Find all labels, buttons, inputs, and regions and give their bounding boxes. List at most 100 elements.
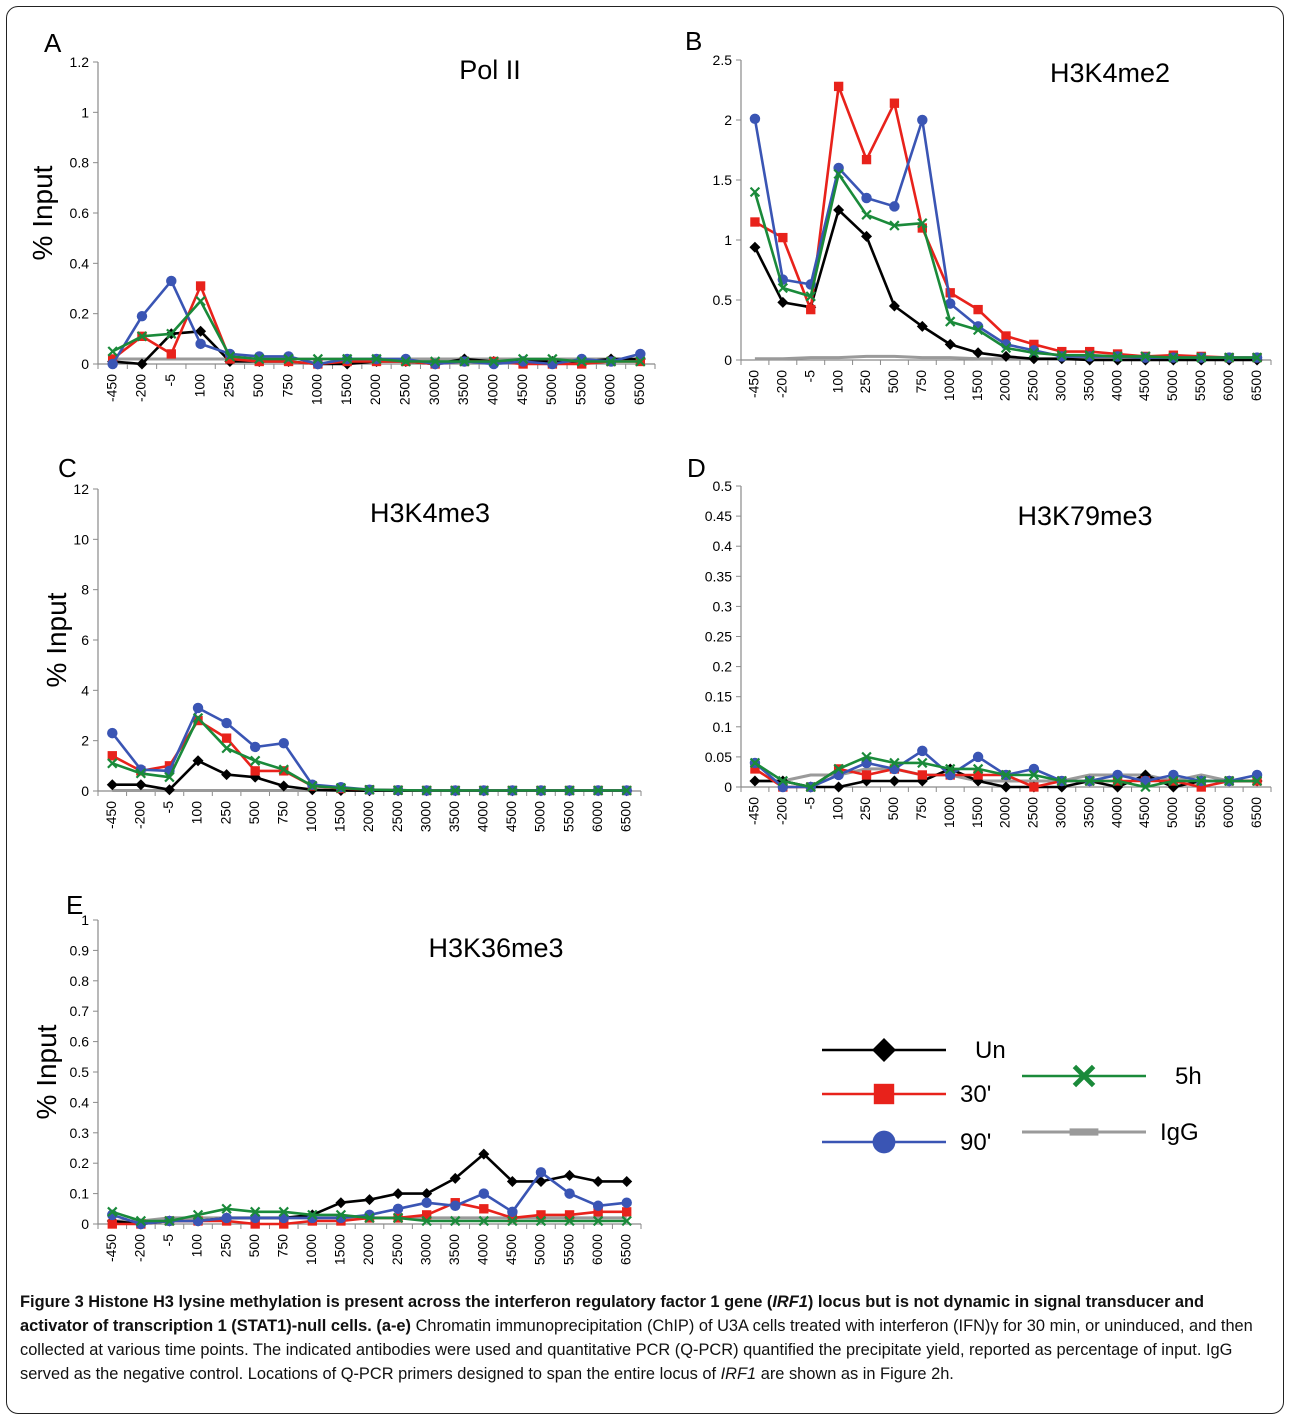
panel-e-series-5h-point-7 xyxy=(307,1209,318,1221)
panel-b-series-un-point-9 xyxy=(1000,350,1012,362)
panel-c-ytick-label-0: 0 xyxy=(81,783,89,799)
panel-c-xtick-label-9: 2000 xyxy=(360,801,376,832)
panel-d-ytick-label-1: 0.05 xyxy=(705,749,732,765)
panel-d-xtick-label-11: 3000 xyxy=(1052,797,1068,828)
panel-b-xtick-label-17: 6000 xyxy=(1220,370,1236,401)
panel-b-series-5h-point-13 xyxy=(1112,351,1123,362)
panel-c-series-90min-point-6 xyxy=(278,737,289,749)
panel-a-series-5h-point-10 xyxy=(400,356,411,367)
panel-c-series-5h-point-7-stroke-2 xyxy=(307,780,318,792)
panel-b-series-5h-point-12-stroke-2 xyxy=(1084,350,1095,361)
panel-d-series-5h-point-5 xyxy=(889,757,900,769)
panel-d-series-5h-point-11 xyxy=(1056,775,1067,787)
panel-c-series-5h-point-3 xyxy=(192,712,204,724)
panel-a-series-5h-point-10-stroke-2 xyxy=(400,356,411,367)
legend-igg-marker xyxy=(1069,1128,1099,1136)
panel-c-series-un-point-6 xyxy=(278,780,290,792)
panel-b-series-5h-point-7-stroke-2 xyxy=(945,316,956,327)
panel-d-series-5h xyxy=(749,751,1263,793)
panel-b-xtick-label-11: 3000 xyxy=(1052,370,1068,401)
panel-e-ylabel: % Input xyxy=(31,1024,62,1119)
panel-c-series-5h-point-0 xyxy=(107,758,118,769)
panel-c-series-5h-point-0-stroke-2 xyxy=(107,758,118,769)
panel-d-xtick-label-9: 2000 xyxy=(997,797,1013,828)
panel-b-ytick-label-1: 0.5 xyxy=(713,292,733,308)
panel-b-xtick-label-3: 100 xyxy=(829,370,845,394)
panel-c-series-5h-point-4-stroke-2 xyxy=(221,743,232,754)
panel-e-ytick-label-0: 0 xyxy=(81,1216,89,1232)
panel-c-xtick-label-3: 100 xyxy=(189,801,205,825)
panel-a-series-5h-point-2-stroke-2 xyxy=(166,328,177,339)
panel-b-xtick-label-16: 5500 xyxy=(1192,370,1208,401)
panel-c-xtick-label-18: 6500 xyxy=(617,801,633,832)
caption-panel-tag: . (a-e) xyxy=(367,1317,412,1335)
panel-e-series-un-point-15 xyxy=(535,1175,547,1187)
panel-c-series-5h-point-8-stroke-2 xyxy=(335,782,347,794)
panel-a-series-5h-point-18 xyxy=(635,356,646,367)
panel-d-series-5h-point-17 xyxy=(1223,775,1235,787)
panel-e-series-90min-point-16 xyxy=(564,1188,575,1199)
panel-a: A Pol II % Input 0 0.2 0.4 0.6 0.8 1 1.2 -450 -200-… xyxy=(27,28,656,405)
panel-b-series-30min-point-2 xyxy=(806,304,816,315)
panel-c-series-90min-point-5 xyxy=(249,741,261,753)
panel-a-series-90min-point-18 xyxy=(635,348,646,360)
panel-e-series-5h xyxy=(107,1203,632,1227)
panel-e-ytick-label-8: 0.8 xyxy=(70,973,90,989)
panel-c-series-un-point-0 xyxy=(106,779,118,791)
panel-d-ytick-label-8: 0.4 xyxy=(713,538,733,554)
panel-b-series-5h-point-17 xyxy=(1223,352,1235,363)
panel-a-series-90min-point-2 xyxy=(166,275,177,287)
panel-c-title: H3K4me3 xyxy=(370,498,490,528)
panel-c-xtick-label-17: 6000 xyxy=(589,801,605,832)
panel-b-series-90min-point-4 xyxy=(861,192,872,204)
legend-igg: IgG xyxy=(1022,1119,1199,1146)
panel-e-xtick-label-14: 4500 xyxy=(503,1234,519,1265)
panel-b-series-5h-point-8 xyxy=(972,324,984,336)
panel-d-xtick-label-6: 750 xyxy=(913,797,929,821)
panel-e-series-5h-point-10 xyxy=(392,1212,404,1224)
panel-c-ytick-label-4: 8 xyxy=(81,582,89,598)
panel-e-series-5h-point-7-stroke-2 xyxy=(307,1209,318,1221)
panel-b-series-5h-point-11 xyxy=(1056,350,1067,361)
panel-d-series-5h-point-3 xyxy=(833,763,844,775)
panel-e-xtick-label-15: 5000 xyxy=(532,1234,548,1265)
panel-c-series-5h-point-2-stroke-2 xyxy=(164,771,175,783)
panel-c-xtick-label-15: 5000 xyxy=(532,801,548,832)
panel-e-series-90min-point-18 xyxy=(621,1197,632,1208)
panel-a-series-5h-point-17-stroke-2 xyxy=(605,356,617,367)
panel-b-series-5h-point-14 xyxy=(1140,351,1151,362)
panel-a-ytick-label-6: 1.2 xyxy=(70,54,90,70)
panel-e-ytick-label-7: 0.7 xyxy=(70,1003,90,1019)
caption-title-part-1: Figure 3 Histone H3 lysine methylation i… xyxy=(20,1293,773,1311)
panel-e-series-5h-point-2-stroke-2 xyxy=(164,1215,175,1227)
panel-b-series-5h-point-18-stroke-2 xyxy=(1251,352,1263,363)
panel-d-series-5h-point-13 xyxy=(1112,775,1123,787)
panel-e-letter: E xyxy=(66,890,83,920)
panel-b-xtick-label-12: 3500 xyxy=(1080,370,1096,401)
panel-e-series-un-point-11 xyxy=(421,1188,433,1200)
panel-a-xtick-label-10: 2500 xyxy=(397,374,413,405)
panel-c-series-5h-point-18 xyxy=(621,785,632,796)
panel-a-xtick-label-18: 6500 xyxy=(631,374,647,405)
panel-c-series-90min-point-0 xyxy=(107,727,118,739)
panel-e-ytick-label-5: 0.5 xyxy=(70,1064,90,1080)
panel-b-series-5h-point-3 xyxy=(833,168,844,180)
panel-a-series-5h-point-4 xyxy=(224,351,236,362)
panel-c-series-5h-point-5 xyxy=(250,755,261,766)
legend-5h-label: 5h xyxy=(1175,1063,1202,1090)
panel-b-series-30min-point-5 xyxy=(889,98,900,108)
panel-e-series-5h-point-16 xyxy=(564,1215,575,1227)
panel-e-series-30min-point-0 xyxy=(107,1219,117,1229)
panel-e-series-30min-point-17 xyxy=(593,1207,603,1217)
panel-c-series-5h-point-6-stroke-2 xyxy=(278,764,289,775)
panel-e-series-5h-point-0-stroke-2 xyxy=(107,1206,118,1218)
panel-b-series-5h-point-18 xyxy=(1251,352,1263,363)
panel-d-xtick-label-14: 4500 xyxy=(1136,797,1152,828)
panel-b-series-un-point-6 xyxy=(916,320,928,332)
panel-c-series-5h-point-9-stroke-2 xyxy=(364,784,375,795)
panel-e-series-un-point-16 xyxy=(564,1169,576,1181)
panel-c-series-5h-point-12 xyxy=(450,785,461,796)
panel-c-ytick-label-3: 6 xyxy=(81,632,89,648)
panel-a-ylabel: % Input xyxy=(27,165,58,260)
